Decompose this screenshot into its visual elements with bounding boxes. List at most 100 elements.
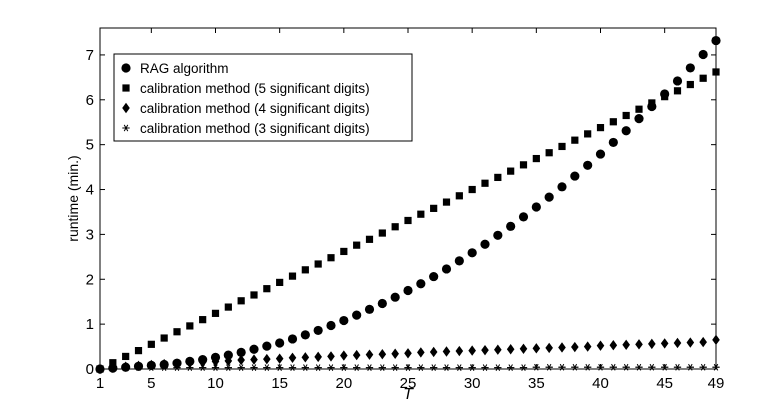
- data-point-asterisk: [584, 363, 592, 371]
- data-point-square: [532, 154, 540, 163]
- data-point-diamond: [712, 334, 720, 346]
- data-point-diamond: [263, 353, 271, 365]
- data-point-asterisk: [507, 364, 515, 372]
- data-point-asterisk: [340, 364, 348, 372]
- data-point-asterisk: [532, 363, 540, 371]
- data-point-square: [635, 105, 643, 113]
- data-point-diamond: [455, 345, 464, 357]
- data-point-square: [353, 241, 361, 249]
- data-point-diamond: [545, 342, 553, 354]
- data-point-square: [712, 68, 720, 76]
- data-point-circle: [210, 352, 221, 362]
- data-point-circle: [441, 264, 452, 274]
- data-point-circle: [583, 160, 593, 170]
- data-point-asterisk: [545, 363, 553, 371]
- data-point-circle: [493, 230, 503, 240]
- x-tick-label: 49: [708, 375, 725, 392]
- data-point-asterisk: [468, 364, 476, 372]
- data-point-circle: [685, 63, 695, 73]
- data-point-asterisk: [648, 363, 656, 371]
- data-point-circle: [95, 364, 105, 374]
- data-point-circle: [660, 89, 670, 99]
- data-point-square: [109, 359, 117, 367]
- data-point-square: [430, 204, 438, 212]
- data-point-asterisk: [481, 364, 489, 372]
- data-point-circle: [429, 271, 439, 282]
- data-point-square: [199, 316, 207, 324]
- data-point-diamond: [622, 339, 630, 350]
- data-point-circle: [352, 310, 362, 320]
- data-point-diamond: [635, 339, 643, 350]
- data-point-circle: [236, 347, 246, 357]
- data-point-asterisk: [622, 363, 630, 371]
- legend-box: [113, 53, 413, 142]
- data-point-circle: [634, 114, 644, 124]
- data-point-square: [455, 192, 463, 200]
- data-point-square: [545, 149, 553, 157]
- data-point-asterisk: [494, 364, 502, 372]
- data-point-square: [288, 272, 297, 280]
- data-point-square: [314, 260, 322, 268]
- legend-entry: calibration method (5 significant digits…: [122, 81, 370, 96]
- data-point-square: [211, 309, 220, 317]
- x-tick-label: 10: [207, 375, 224, 392]
- data-point-square: [134, 347, 143, 355]
- data-point-circle: [698, 49, 708, 60]
- data-point-diamond: [404, 348, 412, 359]
- data-point-diamond: [468, 345, 476, 356]
- data-point-asterisk: [430, 364, 438, 372]
- x-tick-label: 15: [271, 375, 288, 392]
- data-point-asterisk: [686, 363, 694, 371]
- data-point-square: [391, 223, 399, 231]
- data-point-diamond: [327, 351, 335, 362]
- data-point-circle: [416, 279, 426, 289]
- data-point-diamond: [596, 340, 605, 351]
- data-point-diamond: [378, 348, 387, 360]
- y-tick-label: 3: [86, 226, 94, 243]
- data-point-diamond: [506, 344, 515, 355]
- data-point-circle: [711, 35, 721, 46]
- y-tick-label: 6: [86, 92, 94, 109]
- data-point-circle: [647, 101, 657, 112]
- data-point-asterisk: [211, 364, 220, 372]
- legend-label: RAG algorithm: [140, 61, 229, 76]
- data-point-circle: [198, 354, 208, 365]
- data-marks: [95, 35, 721, 375]
- data-point-square: [686, 80, 694, 89]
- data-point-diamond: [442, 346, 451, 357]
- data-point-square: [507, 167, 515, 175]
- data-point-asterisk: [673, 363, 682, 371]
- x-tick-label: 20: [335, 375, 352, 392]
- data-point-square: [378, 229, 386, 237]
- data-point-circle: [403, 285, 413, 296]
- data-point-circle: [518, 212, 529, 222]
- data-point-asterisk: [237, 364, 245, 372]
- data-point-circle: [608, 137, 618, 148]
- data-point-square: [340, 247, 348, 256]
- x-tick-label: 35: [528, 375, 545, 392]
- y-tick-label: 4: [86, 182, 94, 199]
- data-point-diamond: [558, 342, 566, 353]
- data-point-asterisk: [455, 364, 463, 372]
- data-point-diamond: [699, 336, 707, 348]
- data-point-circle: [531, 202, 541, 212]
- data-point-square: [404, 216, 412, 225]
- legend-marker-diamond: [122, 102, 130, 114]
- data-point-square: [276, 278, 284, 287]
- data-point-square: [571, 136, 579, 144]
- data-point-circle: [326, 320, 336, 331]
- x-tick-label: 1: [96, 375, 104, 392]
- data-point-square: [160, 334, 168, 342]
- data-point-circle: [313, 325, 323, 336]
- data-point-diamond: [365, 349, 374, 360]
- data-point-square: [122, 352, 130, 361]
- legend-marker-asterisk: [122, 124, 130, 132]
- data-point-asterisk: [699, 363, 707, 371]
- data-point-circle: [595, 149, 606, 159]
- data-point-circle: [172, 358, 182, 368]
- data-point-circle: [557, 182, 567, 192]
- data-point-circle: [287, 334, 298, 344]
- y-tick-label: 5: [86, 137, 94, 154]
- x-tick-label: 40: [592, 375, 609, 392]
- data-point-square: [673, 87, 682, 95]
